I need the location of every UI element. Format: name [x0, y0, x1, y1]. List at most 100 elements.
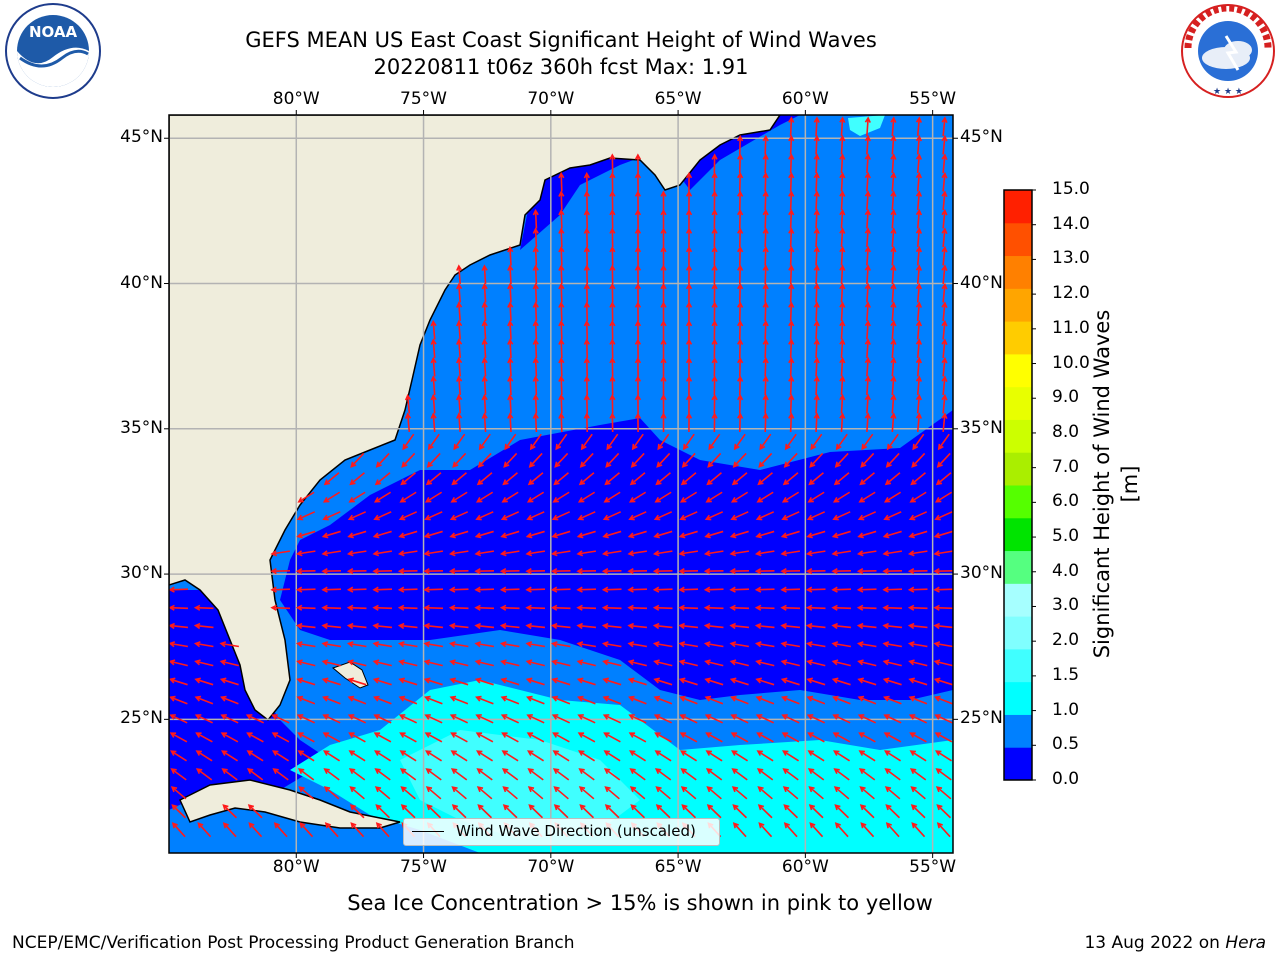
direction-arrow: [375, 804, 391, 819]
direction-arrow: [754, 641, 775, 648]
direction-arrow: [526, 491, 545, 503]
direction-arrow: [558, 393, 565, 414]
direction-arrow: [634, 412, 642, 433]
direction-arrow: [704, 695, 724, 705]
direction-arrow: [788, 375, 795, 396]
direction-arrow: [576, 622, 597, 630]
direction-arrow: [731, 750, 749, 762]
direction-arrow: [915, 171, 923, 192]
direction-arrow: [704, 511, 724, 521]
direction-arrow: [935, 768, 952, 781]
direction-arrow: [890, 301, 897, 322]
direction-arrow: [601, 586, 622, 593]
direction-arrow: [754, 586, 775, 593]
direction-arrow: [737, 375, 744, 396]
wind-wave-direction-arrows: [169, 116, 953, 838]
direction-arrow: [807, 750, 825, 762]
direction-arrow: [423, 641, 444, 648]
direction-arrow: [941, 116, 948, 137]
direction-arrow: [884, 768, 901, 781]
direction-arrow: [754, 568, 775, 575]
lon-label: 70°W: [527, 857, 575, 877]
direction-arrow: [737, 338, 744, 359]
direction-arrow: [475, 714, 494, 724]
direction-arrow: [941, 190, 948, 211]
direction-arrow: [558, 208, 565, 229]
direction-arrow: [601, 604, 622, 611]
lat-label: 35°N: [960, 417, 1003, 438]
direction-arrow: [653, 511, 673, 521]
direction-arrow: [451, 786, 467, 800]
direction-arrow: [737, 190, 744, 211]
direction-arrow: [781, 511, 800, 521]
direction-arrow: [222, 804, 238, 819]
direction-arrow: [757, 472, 773, 486]
direction-arrow: [322, 491, 341, 503]
direction-arrow: [839, 356, 846, 377]
chart-subtitle: 20220811 t06z 360h fcst Max: 1.91: [373, 55, 749, 79]
direction-arrow: [941, 153, 948, 174]
direction-arrow: [630, 452, 645, 468]
direction-arrow: [754, 550, 775, 557]
direction-arrow: [449, 695, 469, 705]
direction-arrow: [603, 768, 621, 781]
direction-arrow: [558, 264, 565, 285]
direction-arrow: [397, 641, 418, 648]
direction-arrow: [532, 412, 539, 433]
direction-arrow: [609, 412, 616, 433]
footer-date: 13 Aug 2022 on: [1084, 933, 1226, 953]
colorbar-bin: [1004, 714, 1032, 748]
direction-arrow: [762, 227, 769, 248]
legend-label: Wind Wave Direction (unscaled): [456, 822, 696, 840]
direction-arrow: [456, 393, 463, 414]
direction-arrow: [941, 264, 948, 285]
direction-arrow: [450, 732, 468, 743]
direction-arrow: [864, 208, 871, 229]
direction-arrow: [703, 568, 724, 575]
direction-arrow: [806, 695, 826, 705]
direction-arrow: [270, 586, 291, 593]
direction-arrow: [711, 356, 718, 377]
direction-arrow: [558, 301, 565, 322]
colorbar-frame: [1003, 189, 1033, 781]
direction-arrow: [245, 714, 264, 724]
direction-arrow: [583, 375, 590, 396]
direction-arrow: [655, 786, 671, 800]
direction-arrow: [609, 153, 616, 174]
direction-arrow: [347, 530, 367, 539]
direction-arrow: [501, 491, 519, 503]
direction-arrow: [558, 319, 565, 340]
direction-arrow: [321, 530, 341, 539]
legend-line-sample: [412, 831, 444, 832]
direction-arrow: [679, 511, 698, 521]
direction-arrow: [678, 568, 699, 575]
direction-arrow: [299, 822, 314, 838]
graticule: [169, 115, 953, 853]
direction-arrow: [195, 750, 213, 762]
colorbar-bin: [1004, 485, 1032, 519]
direction-arrow: [703, 550, 724, 557]
direction-arrow: [169, 677, 188, 686]
direction-arrow: [532, 338, 539, 359]
direction-arrow: [831, 530, 851, 539]
direction-arrow: [634, 356, 642, 377]
direction-arrow: [915, 301, 923, 322]
colorbar-bin: [1004, 386, 1032, 420]
direction-arrow: [423, 622, 444, 630]
direction-arrow: [864, 227, 871, 248]
direction-arrow: [499, 622, 520, 630]
direction-arrow: [603, 491, 621, 503]
direction-arrow: [788, 190, 795, 211]
direction-arrow: [602, 530, 622, 539]
direction-arrow: [890, 282, 897, 303]
direction-arrow: [373, 491, 392, 503]
direction-arrow: [813, 134, 820, 155]
direction-arrow: [372, 641, 393, 648]
direction-arrow: [805, 622, 826, 630]
direction-arrow: [780, 530, 800, 539]
direction-arrow: [737, 264, 744, 285]
direction-arrow: [682, 433, 695, 451]
direction-arrow: [883, 732, 902, 743]
direction-arrow: [558, 190, 565, 211]
direction-arrow: [831, 568, 852, 575]
